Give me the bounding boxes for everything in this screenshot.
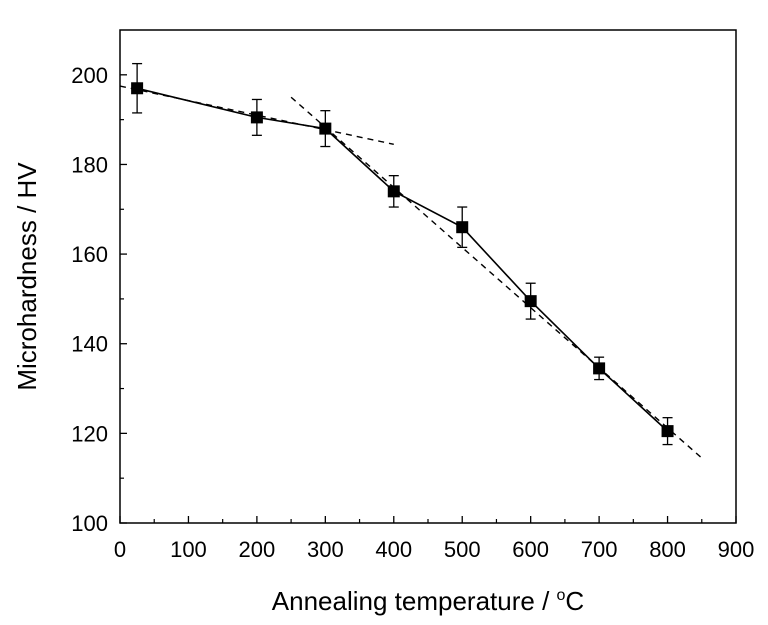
x-axis-title: Annealing temperature / oC [272, 586, 584, 616]
x-tick-label: 500 [444, 537, 481, 562]
data-point [524, 295, 537, 308]
plot-frame [119, 29, 737, 524]
y-tick-label: 200 [71, 63, 108, 88]
y-axis-title: Microhardness / HV [12, 162, 42, 391]
x-tick-label: 400 [375, 537, 412, 562]
x-axis-title-degree: o [557, 587, 566, 604]
tick-labels: 0 100 200 300 400 500 600 700 800 900100120140160… [71, 63, 754, 562]
x-tick-label: 600 [512, 537, 549, 562]
series-line [136, 87, 669, 432]
x-axis-title-unit: C [565, 586, 584, 616]
x-tick-label: 100 [170, 537, 207, 562]
x-tick-label: 300 [307, 537, 344, 562]
data-point [661, 425, 674, 438]
data-point [131, 82, 144, 95]
y-tick-label: 160 [71, 242, 108, 267]
y-tick-label: 120 [71, 421, 108, 446]
data-point [456, 221, 469, 234]
data-point [250, 111, 263, 124]
fit-line [290, 96, 703, 459]
x-tick-label: 800 [649, 537, 686, 562]
x-tick-label: 900 [718, 537, 755, 562]
data-point [593, 362, 606, 375]
x-tick-label: 200 [239, 537, 276, 562]
y-tick-label: 140 [71, 332, 108, 357]
y-tick-label: 100 [71, 511, 108, 536]
fit-lines [119, 85, 703, 459]
y-tick-label: 180 [71, 152, 108, 177]
x-tick-label: 0 [114, 537, 126, 562]
data-point [387, 185, 400, 198]
x-tick-label: 700 [581, 537, 618, 562]
data-series [131, 62, 674, 446]
data-point [319, 122, 332, 135]
tick-marks [119, 74, 737, 524]
x-axis-title-main: Annealing temperature / [272, 586, 557, 616]
